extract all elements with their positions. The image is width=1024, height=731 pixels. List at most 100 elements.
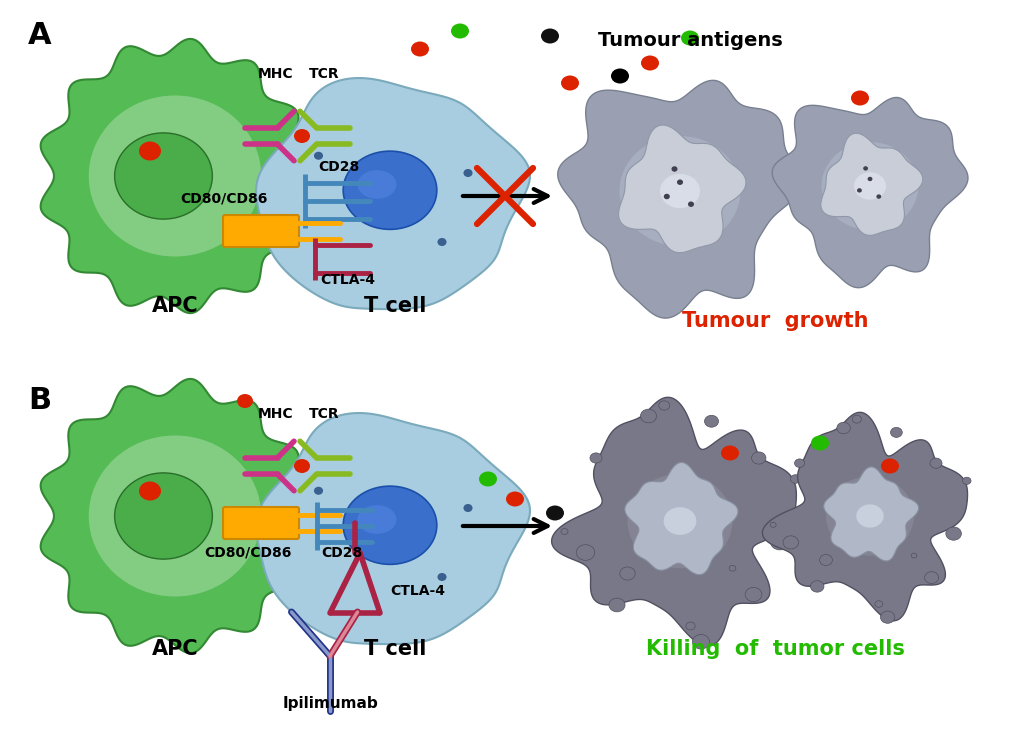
Ellipse shape [237,394,253,408]
Text: CD80/CD86: CD80/CD86 [205,546,292,560]
Ellipse shape [664,194,670,200]
Ellipse shape [437,238,446,246]
Polygon shape [41,379,313,653]
Ellipse shape [357,505,396,534]
Ellipse shape [791,474,801,483]
Text: APC: APC [152,296,199,316]
Ellipse shape [139,482,161,501]
Ellipse shape [867,177,872,181]
Ellipse shape [437,573,446,581]
Text: T cell: T cell [364,639,426,659]
Text: CTLA-4: CTLA-4 [319,273,375,287]
Ellipse shape [721,445,739,461]
Ellipse shape [881,611,895,624]
Ellipse shape [343,151,437,230]
Ellipse shape [891,428,902,437]
Ellipse shape [357,170,396,199]
Ellipse shape [811,436,829,450]
Text: Tumour antigens: Tumour antigens [598,31,782,50]
Ellipse shape [854,173,886,200]
Ellipse shape [664,507,696,535]
Text: CD28: CD28 [318,160,359,174]
Polygon shape [823,467,919,561]
Text: MHC: MHC [258,67,294,81]
Ellipse shape [745,588,762,602]
Ellipse shape [770,534,790,550]
Ellipse shape [857,188,862,192]
Polygon shape [763,412,968,621]
Text: A: A [28,21,51,50]
Ellipse shape [464,504,472,512]
Ellipse shape [641,56,659,70]
Ellipse shape [677,179,683,185]
Ellipse shape [658,401,670,410]
Ellipse shape [877,194,882,199]
Ellipse shape [314,487,323,495]
Text: B: B [28,386,51,415]
Ellipse shape [89,436,261,596]
Text: TCR: TCR [308,407,339,421]
Ellipse shape [881,458,899,474]
Ellipse shape [89,96,261,257]
Ellipse shape [692,635,710,649]
Ellipse shape [451,23,469,39]
Polygon shape [772,97,968,288]
Ellipse shape [294,129,310,143]
Ellipse shape [672,166,678,172]
Ellipse shape [729,565,736,571]
Ellipse shape [620,136,740,246]
Ellipse shape [946,527,962,540]
Ellipse shape [851,91,869,105]
Text: MHC: MHC [258,407,294,421]
Ellipse shape [819,555,833,566]
Polygon shape [552,398,797,646]
Ellipse shape [115,473,212,559]
Ellipse shape [795,459,805,468]
Ellipse shape [874,601,883,607]
Ellipse shape [783,536,799,549]
Text: Killing  of  tumor cells: Killing of tumor cells [645,639,904,659]
Ellipse shape [925,572,939,583]
Ellipse shape [770,522,776,527]
Polygon shape [821,133,923,235]
Text: APC: APC [152,639,199,659]
Polygon shape [625,463,738,575]
Ellipse shape [546,506,564,520]
Ellipse shape [411,42,429,56]
Ellipse shape [590,453,602,463]
Ellipse shape [686,622,695,630]
Ellipse shape [506,491,524,507]
Text: CD80/CD86: CD80/CD86 [180,192,267,206]
FancyBboxPatch shape [223,507,299,539]
Polygon shape [256,413,530,644]
Ellipse shape [628,474,732,568]
Polygon shape [256,78,530,309]
Ellipse shape [705,415,719,427]
Text: Tumour  growth: Tumour growth [682,311,868,331]
FancyBboxPatch shape [223,215,299,247]
Ellipse shape [852,415,861,423]
Text: T cell: T cell [364,296,426,316]
Ellipse shape [561,529,568,534]
Ellipse shape [837,423,850,433]
Ellipse shape [139,142,161,161]
Ellipse shape [752,452,766,464]
Polygon shape [41,39,313,313]
Ellipse shape [464,169,472,177]
Ellipse shape [810,580,824,592]
Ellipse shape [343,486,437,564]
Ellipse shape [856,504,884,528]
Text: CD28: CD28 [322,546,362,560]
Ellipse shape [911,553,916,558]
Ellipse shape [115,133,212,219]
Ellipse shape [963,477,971,485]
Text: TCR: TCR [308,67,339,81]
Ellipse shape [930,458,942,469]
Ellipse shape [863,166,868,170]
Ellipse shape [294,459,310,473]
Ellipse shape [611,69,629,83]
Ellipse shape [826,477,914,556]
Polygon shape [558,80,803,318]
Ellipse shape [821,142,919,230]
Ellipse shape [561,75,579,91]
